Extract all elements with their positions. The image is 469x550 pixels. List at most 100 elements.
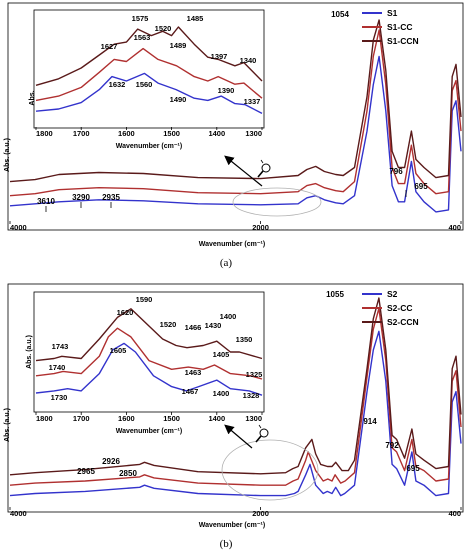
panel-b-inset: 1800 1700 1600 1500 1400 1300 Wavenumber (cm⁻…	[26, 291, 265, 435]
inset-a-label-1560: 1560	[136, 80, 153, 89]
inset-a-label-1563: 1563	[134, 33, 151, 42]
panel-a-ylabel: Abs. (a.u.)	[4, 138, 11, 172]
peak-label-1054: 1054	[331, 10, 349, 19]
inset-b-label-1620: 1620	[117, 308, 134, 317]
a-inset-tick-label-1300: 1300	[245, 129, 262, 138]
b-main-series-s2-ccn	[9, 297, 462, 476]
b-main-tick-label-4000: 4000	[10, 509, 27, 518]
peak-label-1055: 1055	[326, 290, 344, 299]
zoom-arrow	[224, 424, 253, 449]
inset-b-label-1740: 1740	[49, 363, 66, 372]
panel-b-inset-x-ticks: 1800 1700 1600 1500 1400 1300	[35, 412, 263, 423]
b-inset-series-s2	[35, 342, 263, 396]
legend-label-s2: S2	[387, 289, 398, 299]
b-inset-tick-label-1700: 1700	[73, 414, 90, 423]
panel-b-ylabel: Abs. (a.u.)	[4, 408, 11, 442]
legend-label-s1: S1	[387, 8, 398, 18]
b-main-series-s2	[9, 330, 462, 497]
panel-b-main-lines	[9, 297, 462, 497]
peak-label-2850: 2850	[119, 469, 137, 478]
a-inset-series-s1-cc	[35, 47, 263, 102]
b-inset-tick-label-1500: 1500	[163, 414, 180, 423]
a-inset-series-s1-ccn	[35, 26, 263, 86]
a-main-series-s1-cc	[9, 29, 462, 197]
panel-b-inset-ylabel: Abs. (a.u.)	[26, 335, 33, 369]
a-inset-tick-label-1800: 1800	[36, 129, 53, 138]
b-main-tick-label-2000: 2000	[252, 509, 269, 518]
panel-a-frame	[7, 2, 464, 231]
legend-label-s2-ccn: S2-CCN	[387, 317, 419, 327]
panel-b-inset-lines	[35, 308, 263, 396]
peak-label-792: 792	[385, 441, 399, 450]
peak-label-695: 695	[406, 464, 420, 473]
panel-b-xlabel: Wavenumber (cm⁻¹)	[199, 522, 265, 529]
inset-a-label-1340: 1340	[240, 56, 257, 65]
peak-label-2926: 2926	[102, 457, 120, 466]
inset-b-label-1400-lower: 1400	[213, 389, 230, 398]
a-main-tick-label-2000: 2000	[252, 223, 269, 232]
panel-a-inset: 1800 1700 1600 1500 1400 1300 Wavenumber (cm⁻…	[29, 9, 265, 150]
peak-label-2965: 2965	[77, 467, 95, 476]
panel-b-frame	[7, 283, 464, 513]
b-inset-tick-label-1600: 1600	[118, 414, 135, 423]
legend-label-s2-cc: S2-CC	[387, 303, 413, 313]
legend-label-s1-ccn: S1-CCN	[387, 36, 419, 46]
zoom-arrow	[224, 155, 263, 187]
peak-label-3290: 3290	[72, 193, 90, 202]
panel-a-label: (a)	[220, 257, 233, 269]
panel-b-x-ticks: 4000 2000 400	[9, 507, 462, 518]
inset-a-label-1337: 1337	[244, 97, 261, 106]
panel-b-legend: S2 S2-CC S2-CCN	[362, 289, 419, 327]
inset-a-label-1485: 1485	[187, 14, 204, 23]
a-inset-tick-label-1500: 1500	[163, 129, 180, 138]
panel-b-inset-xlabel: Wavenumber (cm⁻¹)	[116, 428, 182, 435]
b-inset-tick-label-1300: 1300	[245, 414, 262, 423]
panel-a-legend: S1 S1-CC S1-CCN	[362, 8, 419, 46]
panel-a: 4000 2000 400 Wavenumber (cm⁻¹) Abs. (a.u.…	[4, 2, 464, 269]
inset-a-label-1489: 1489	[170, 41, 187, 50]
magnifier-icon	[255, 424, 269, 443]
panel-a-main-lines	[9, 19, 462, 213]
b-main-series-s2-cc	[9, 307, 462, 486]
peak-label-914: 914	[363, 417, 377, 426]
b-main-tick-label-400: 400	[448, 509, 461, 518]
legend-label-s1-cc: S1-CC	[387, 22, 413, 32]
inset-b-label-1400: 1400	[220, 312, 237, 321]
inset-a-label-1632: 1632	[109, 80, 126, 89]
peak-label-695: 695	[414, 182, 428, 191]
a-main-series-s1-ccn	[9, 19, 462, 183]
a-main-tick-label-4000: 4000	[10, 223, 27, 232]
inset-b-label-1325: 1325	[246, 370, 263, 379]
b-inset-tick-label-1400: 1400	[208, 414, 225, 423]
panel-b: 4000 2000 400 Wavenumber (cm⁻¹) Abs. (a.u.…	[4, 283, 464, 550]
inset-a-label-1627: 1627	[101, 42, 118, 51]
inset-b-label-1405: 1405	[213, 350, 230, 359]
a-inset-tick-label-1400: 1400	[208, 129, 225, 138]
panel-a-inset-ylabel: Abs.	[29, 90, 36, 105]
inset-b-label-1350: 1350	[236, 335, 253, 344]
a-inset-tick-label-1700: 1700	[73, 129, 90, 138]
panel-a-inset-frame	[33, 9, 265, 129]
panel-b-zoom-region	[221, 439, 319, 501]
panel-a-zoom-region	[232, 187, 322, 217]
inset-a-label-1390: 1390	[218, 86, 235, 95]
panel-b-inset-frame	[33, 291, 265, 413]
a-inset-series-s1	[35, 72, 263, 115]
a-main-series-s1	[9, 55, 462, 213]
inset-b-label-1743: 1743	[52, 342, 69, 351]
a-main-tick-label-400: 400	[448, 223, 461, 232]
inset-b-label-1328: 1328	[243, 391, 260, 400]
panel-b-label: (b)	[220, 538, 233, 550]
panel-a-xlabel: Wavenumber (cm⁻¹)	[199, 241, 265, 248]
inset-a-label-1575: 1575	[132, 14, 149, 23]
peak-label-796: 796	[389, 167, 403, 176]
magnifier-icon	[257, 159, 271, 178]
inset-b-label-1730: 1730	[51, 393, 68, 402]
inset-a-label-1490: 1490	[170, 95, 187, 104]
b-inset-series-s2-ccn	[35, 308, 263, 362]
inset-b-label-1520: 1520	[160, 320, 177, 329]
inset-b-label-1590: 1590	[136, 295, 153, 304]
inset-b-label-1463: 1463	[185, 368, 202, 377]
panel-a-inset-lines	[35, 26, 263, 115]
